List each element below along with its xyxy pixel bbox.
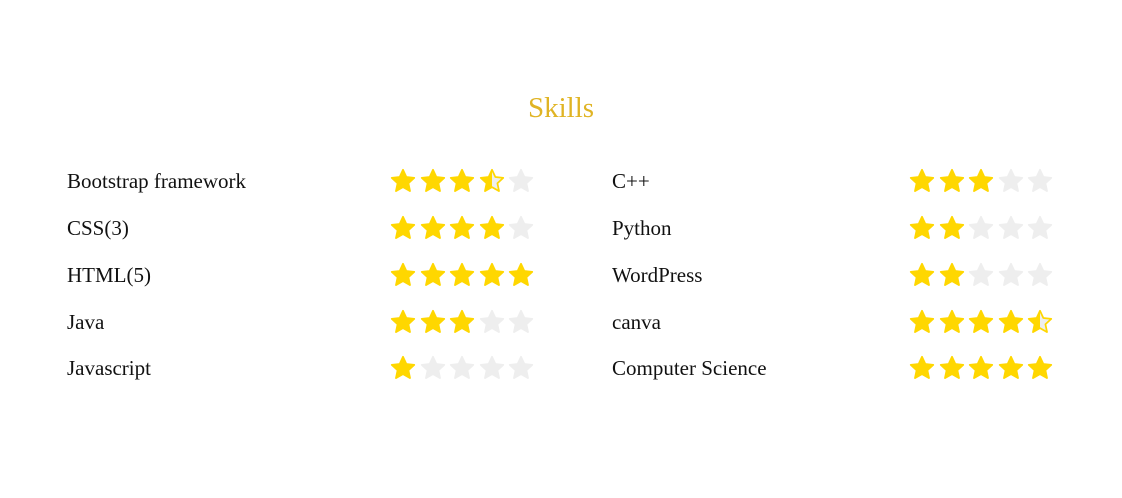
star-icon: [1027, 355, 1053, 381]
star-icon: [1027, 215, 1053, 241]
star-icon: [449, 309, 475, 335]
star-icon: [909, 309, 935, 335]
star-icon: [968, 262, 994, 288]
star-icon: [508, 215, 534, 241]
star-icon: [968, 215, 994, 241]
star-icon: [1027, 168, 1053, 194]
star-icon: [968, 355, 994, 381]
skill-name: CSS(3): [67, 216, 129, 240]
star-icon: [420, 309, 446, 335]
skill-name: C++: [612, 169, 650, 193]
skill-name: Javascript: [67, 356, 151, 380]
star-icon: [968, 309, 994, 335]
star-icon: [998, 309, 1024, 335]
star-rating: [390, 168, 538, 194]
star-rating: [909, 168, 1057, 194]
star-icon: [390, 309, 416, 335]
skill-name: Python: [612, 216, 672, 240]
skill-name: Computer Science: [612, 356, 767, 380]
star-rating: [390, 215, 538, 241]
star-icon: [508, 168, 534, 194]
star-icon: [998, 262, 1024, 288]
section-title: Skills: [527, 92, 595, 124]
star-icon: [390, 355, 416, 381]
star-icon: [508, 309, 534, 335]
star-icon: [420, 355, 446, 381]
skill-name: WordPress: [612, 263, 703, 287]
star-icon: [449, 355, 475, 381]
star-icon: [449, 262, 475, 288]
star-icon: [909, 168, 935, 194]
star-icon: [508, 262, 534, 288]
star-icon: [479, 355, 505, 381]
star-icon: [420, 262, 446, 288]
star-icon: [909, 215, 935, 241]
star-icon: [1027, 309, 1053, 335]
star-icon: [998, 168, 1024, 194]
star-rating: [909, 309, 1057, 335]
star-icon: [1027, 262, 1053, 288]
star-icon: [939, 309, 965, 335]
star-rating: [390, 355, 538, 381]
star-icon: [939, 215, 965, 241]
star-icon: [968, 168, 994, 194]
star-icon: [909, 355, 935, 381]
star-icon: [508, 355, 534, 381]
star-icon: [420, 215, 446, 241]
star-rating: [909, 355, 1057, 381]
star-rating: [390, 262, 538, 288]
skill-name: Bootstrap framework: [67, 169, 247, 193]
star-icon: [420, 168, 446, 194]
star-rating: [909, 215, 1057, 241]
star-icon: [939, 262, 965, 288]
star-icon: [939, 355, 965, 381]
star-icon: [449, 168, 475, 194]
skill-name: HTML(5): [67, 263, 151, 287]
skill-name: canva: [612, 310, 661, 334]
star-icon: [390, 215, 416, 241]
star-icon: [998, 215, 1024, 241]
star-icon: [449, 215, 475, 241]
star-icon: [939, 168, 965, 194]
star-icon: [390, 262, 416, 288]
star-icon: [390, 168, 416, 194]
star-icon: [998, 355, 1024, 381]
star-icon: [909, 262, 935, 288]
star-icon: [479, 168, 505, 194]
skill-name: Java: [67, 310, 105, 334]
star-rating: [909, 262, 1057, 288]
star-icon: [479, 215, 505, 241]
star-icon: [479, 262, 505, 288]
star-rating: [390, 309, 538, 335]
star-icon: [479, 309, 505, 335]
